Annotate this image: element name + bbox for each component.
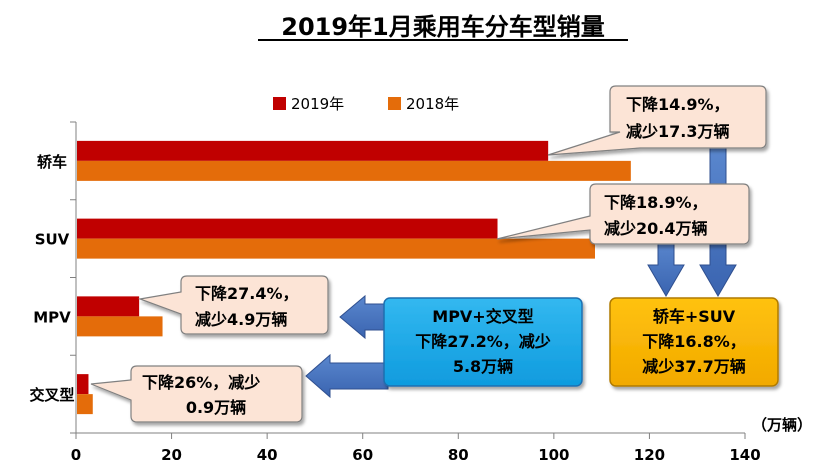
category-label-suv: SUV: [35, 231, 70, 249]
x-tick-label: 40: [257, 446, 278, 464]
x-tick-label: 80: [448, 446, 469, 464]
summary-mpv-crossover-line3: 5.8万辆: [453, 357, 513, 376]
legend-label-2019: 2019年: [291, 95, 344, 113]
summary-mpv-crossover-line2: 下降27.2%，减少: [415, 332, 551, 351]
callout-suv-line1: 下降18.9%，: [604, 193, 708, 212]
arrow-down-suv: [647, 239, 685, 297]
x-tick-label: 60: [352, 446, 373, 464]
callout-suv: 下降18.9%， 减少20.4万辆: [496, 183, 750, 245]
bar-crossover-2018: [77, 394, 93, 415]
bar-suv-2018: [77, 238, 595, 259]
summary-mpv-crossover-box: [383, 297, 583, 387]
callout-crossover-line2: 0.9万辆: [186, 398, 246, 417]
plot-area: [77, 140, 631, 415]
x-tick-label: 140: [729, 446, 760, 464]
x-tick-label: 100: [538, 446, 569, 464]
arrow-to-mpv: [339, 294, 389, 340]
category-label-sedan: 轿车: [37, 153, 67, 171]
x-axis: 轿车 SUV MPV 交叉型 0 20 40 60 80 100 120 140: [29, 121, 761, 464]
callout-crossover: 下降26%，减少 0.9万辆: [90, 365, 303, 423]
chart-title: 2019年1月乘用车分车型销量: [281, 13, 605, 41]
callout-sedan: 下降14.9%， 减少17.3万辆: [547, 85, 767, 156]
category-label-mpv: MPV: [33, 308, 71, 326]
callout-crossover-shape: [90, 365, 303, 423]
legend-label-2018: 2018年: [406, 95, 459, 113]
bar-suv-2019: [77, 218, 498, 239]
bar-mpv-2018: [77, 316, 163, 337]
callout-crossover-line1: 下降26%，减少: [142, 373, 260, 392]
callout-suv-line2: 减少20.4万辆: [604, 219, 707, 238]
callout-mpv-line1: 下降27.4%，: [195, 284, 299, 303]
bar-sedan-2019: [77, 140, 549, 161]
bar-sedan-2018: [77, 160, 631, 181]
bar-mpv-2019: [77, 296, 140, 317]
callout-sedan-shape: [547, 85, 767, 156]
summary-mpv-crossover-line1: MPV+交叉型: [432, 307, 533, 326]
x-tick-label: 120: [634, 446, 665, 464]
callout-mpv: 下降27.4%， 减少4.9万辆: [137, 275, 329, 335]
summary-sedan-suv-line2: 下降16.8%，: [642, 332, 746, 351]
summary-mpv-crossover: MPV+交叉型 下降27.2%，减少 5.8万辆: [383, 297, 583, 387]
summary-sedan-suv: 轿车+SUV 下降16.8%， 减少37.7万辆: [609, 297, 779, 387]
summary-sedan-suv-box: [609, 297, 779, 387]
x-tick-label: 0: [71, 446, 81, 464]
arrow-to-crossover: [305, 353, 389, 399]
unit-label: （万辆）: [752, 416, 812, 434]
legend: 2019年 2018年: [273, 95, 459, 113]
bar-crossover-2019: [77, 374, 89, 395]
summary-sedan-suv-line1: 轿车+SUV: [653, 307, 736, 326]
summary-sedan-suv-line3: 减少37.7万辆: [642, 357, 745, 376]
callout-mpv-line2: 减少4.9万辆: [195, 310, 287, 329]
callout-sedan-line1: 下降14.9%，: [626, 95, 730, 114]
callout-mpv-shape: [137, 275, 329, 335]
x-tick-label: 20: [161, 446, 182, 464]
callout-suv-shape: [496, 183, 750, 245]
legend-swatch-2019: [273, 97, 286, 110]
legend-swatch-2018: [388, 97, 401, 110]
callout-sedan-line2: 减少17.3万辆: [626, 122, 729, 141]
category-label-crossover: 交叉型: [29, 386, 74, 404]
